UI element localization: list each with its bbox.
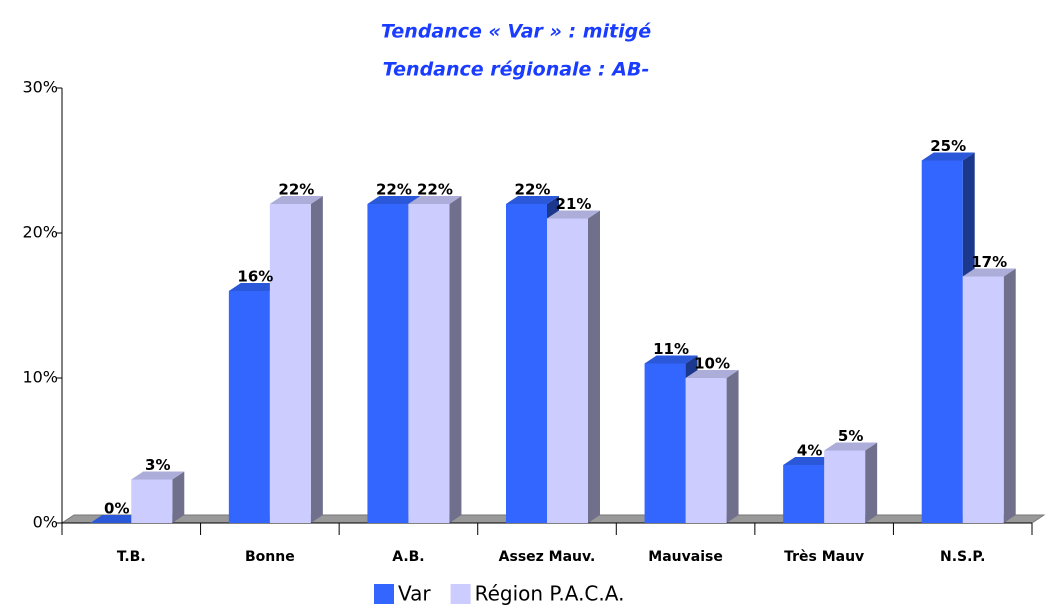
y-tick-label: 0%: [33, 513, 58, 532]
bar-front: [131, 479, 173, 523]
bar: [90, 515, 144, 523]
bar-side: [310, 196, 323, 523]
y-tick-label: 10%: [22, 368, 58, 387]
bar-front: [547, 218, 588, 523]
bar: [269, 196, 323, 523]
legend-swatch: [450, 584, 471, 604]
value-label: 25%: [930, 137, 966, 155]
x-tick-label: N.S.P.: [940, 549, 985, 565]
bar: [824, 442, 878, 523]
x-tick-label: A.B.: [392, 549, 424, 565]
legend-label: Région P.A.C.A.: [475, 582, 625, 606]
x-tick-label: Mauvaise: [648, 549, 723, 565]
value-label: 22%: [515, 181, 551, 199]
bar-top: [547, 210, 600, 219]
bar-top: [269, 196, 323, 204]
bar-front: [824, 450, 866, 523]
bar-front: [962, 276, 1004, 523]
value-label: 22%: [376, 181, 412, 199]
bar-top: [367, 196, 421, 204]
value-label: 11%: [653, 340, 689, 358]
bar-front: [685, 378, 727, 523]
bar-front: [269, 204, 311, 523]
bar-side: [1003, 268, 1016, 523]
value-label: 22%: [417, 181, 453, 199]
bar-top: [644, 355, 698, 364]
bar-top: [921, 152, 975, 161]
value-label: 10%: [694, 355, 730, 373]
bar-side: [588, 210, 600, 523]
bar-front: [228, 291, 270, 523]
bar-top: [131, 471, 185, 480]
bar: [131, 471, 185, 523]
bar-front: [408, 204, 450, 523]
y-tick-label: 30%: [22, 78, 58, 97]
legend-label: Var: [398, 582, 431, 606]
value-label: 21%: [556, 195, 592, 213]
value-label: 3%: [145, 456, 170, 474]
legend-swatch: [374, 584, 394, 604]
value-label: 5%: [838, 427, 863, 445]
bar-front: [783, 465, 825, 523]
bar-side: [865, 442, 878, 523]
bar: [408, 196, 462, 523]
bar: [685, 370, 739, 523]
bar-top: [783, 457, 837, 465]
bar-side: [726, 370, 739, 523]
value-label: 16%: [237, 268, 273, 286]
chart-subtitle: Tendance régionale : AB-: [383, 59, 650, 81]
bar: [962, 268, 1016, 523]
bar-side: [172, 471, 185, 523]
x-tick-label: Assez Mauv.: [499, 549, 596, 565]
chart-title: Tendance « Var » : mitigé: [381, 21, 651, 43]
bar-top: [90, 515, 144, 523]
bar-top: [824, 442, 878, 451]
bar-top: [228, 283, 282, 291]
bar-front: [506, 204, 547, 523]
bar-top: [408, 196, 462, 204]
bar-top: [962, 268, 1016, 277]
value-label: 0%: [104, 500, 129, 518]
bar-front: [644, 363, 686, 523]
bar-side: [449, 196, 462, 523]
bar-top: [685, 370, 739, 378]
x-tick-label: Très Mauv: [784, 549, 864, 565]
bar: [547, 210, 600, 523]
y-tick-label: 20%: [22, 223, 58, 242]
bar-top: [506, 196, 559, 204]
value-label: 4%: [797, 442, 822, 460]
x-tick-label: T.B.: [117, 549, 146, 565]
value-label: 17%: [971, 253, 1007, 271]
value-label: 22%: [278, 181, 314, 199]
x-tick-label: Bonne: [245, 549, 295, 565]
bar-front: [921, 160, 963, 523]
bar-front: [367, 204, 409, 523]
